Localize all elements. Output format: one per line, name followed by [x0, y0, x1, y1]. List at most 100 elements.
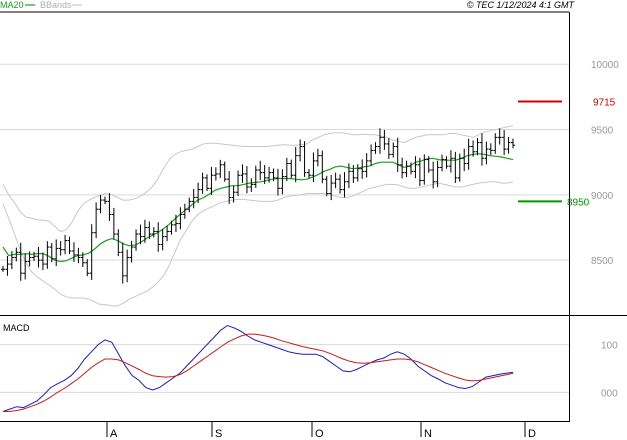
price-bar: [18, 242, 23, 281]
price-bar: [275, 168, 280, 196]
price-bar: [218, 159, 223, 178]
price-bar: [346, 163, 351, 189]
price-bar: [497, 128, 502, 145]
price-bar: [488, 143, 493, 156]
price-bar: [45, 241, 50, 269]
price-bar: [293, 146, 298, 183]
price-bar: [377, 128, 382, 154]
price-bar: [302, 141, 307, 177]
price-bar: [240, 164, 245, 183]
price-bar: [71, 242, 76, 262]
price-bars: [1, 128, 515, 284]
x-tick-label: O: [315, 428, 324, 440]
price-bar: [58, 241, 63, 256]
price-bar: [173, 214, 178, 232]
price-bar: [165, 225, 170, 242]
macd-panel-frame: [0, 316, 570, 422]
x-tick-label: S: [215, 428, 222, 440]
price-bar: [298, 139, 303, 162]
price-bar: [457, 153, 462, 182]
price-bar: [23, 253, 28, 280]
price-bar: [267, 166, 272, 183]
price-bar: [289, 159, 294, 179]
grid-layer: [0, 63, 569, 393]
price-bar: [27, 251, 32, 267]
price-bar: [502, 130, 507, 155]
price-bar: [311, 152, 316, 183]
price-bar: [178, 207, 183, 230]
price-bar: [169, 220, 174, 235]
price-bar: [156, 222, 161, 252]
price-bar: [307, 168, 311, 179]
price-bar: [213, 167, 218, 181]
macd-y-tick-label: 000: [601, 388, 618, 399]
support-level-label: 8950: [567, 197, 590, 208]
bollinger-bands: [2, 125, 514, 307]
price-bar: [466, 138, 471, 170]
price-bar: [271, 168, 276, 182]
macd-line: [2, 324, 514, 412]
price-bar: [244, 166, 249, 194]
bbands-upper-line: [2, 125, 514, 232]
bbands-legend-label: BBands: [40, 0, 72, 10]
price-bar: [147, 221, 152, 239]
price-bar: [94, 202, 99, 239]
price-bar: [231, 185, 236, 203]
price-bar: [448, 150, 453, 173]
price-bar: [320, 150, 325, 184]
price-bar: [395, 137, 400, 172]
price-bar: [67, 236, 72, 255]
price-bar: [49, 242, 54, 263]
price-bar: [333, 172, 338, 189]
price-bar: [404, 160, 409, 178]
price-bar: [9, 251, 14, 270]
price-bar: [54, 239, 59, 267]
price-bar: [284, 157, 289, 182]
price-bar: [360, 159, 365, 179]
price-bar: [440, 154, 445, 172]
price-bar: [182, 203, 187, 219]
price-bar: [422, 154, 427, 185]
price-panel-frame: [0, 11, 627, 316]
price-y-tick-label: 9000: [591, 191, 614, 202]
price-bar: [493, 133, 498, 154]
price-bar: [1, 266, 5, 272]
x-tick-label: A: [110, 428, 118, 440]
y-axis-ticks: 10000 9500 9000 8500 100 000: [591, 60, 619, 399]
price-bar: [453, 151, 458, 183]
price-bar: [222, 161, 227, 182]
macd-panel-label: MACD: [3, 323, 30, 333]
price-bar: [431, 161, 436, 189]
price-bar: [80, 252, 85, 268]
price-y-tick-label: 9500: [591, 126, 614, 137]
price-bar: [125, 249, 130, 283]
price-bar: [324, 175, 329, 197]
price-bar: [386, 138, 391, 159]
price-bar: [120, 242, 125, 284]
ma-legend-label: MA20: [0, 0, 24, 10]
price-bar: [5, 255, 10, 276]
price-bar: [462, 148, 467, 172]
macd-lines: [2, 324, 514, 412]
x-tick-label: D: [528, 428, 536, 440]
price-bar: [98, 194, 103, 214]
price-bar: [85, 259, 90, 277]
price-bar: [315, 148, 320, 167]
ma20-line: [2, 153, 514, 263]
price-bar: [249, 178, 254, 192]
macd-y-tick-label: 100: [601, 341, 618, 352]
price-y-tick-label: 8500: [591, 256, 614, 267]
price-bar: [413, 156, 418, 179]
price-bar: [506, 136, 511, 154]
price-bar: [426, 156, 431, 173]
price-bar: [369, 144, 374, 166]
price-bar: [32, 251, 37, 262]
price-bar: [116, 229, 121, 257]
resistance-level-label: 9715: [593, 97, 616, 108]
price-bar: [400, 157, 405, 179]
price-bar: [111, 207, 116, 240]
price-bar: [63, 234, 68, 255]
price-bar: [40, 252, 45, 271]
